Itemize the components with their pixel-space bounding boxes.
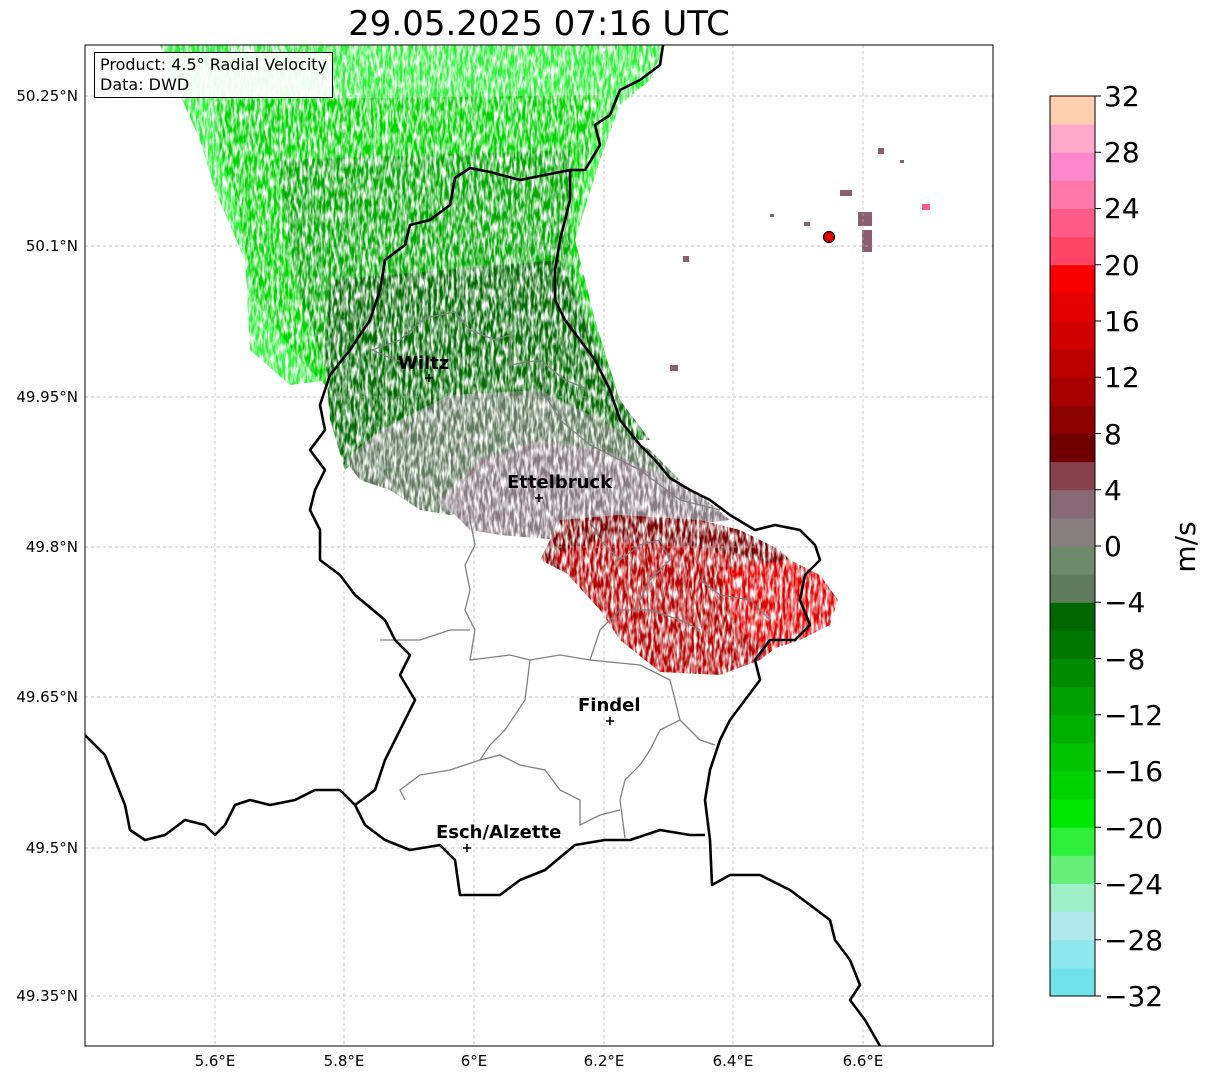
colorbar-tick-label: −24 <box>1104 868 1163 901</box>
colorbar-tick-label: 20 <box>1104 249 1140 282</box>
gridlines <box>85 45 993 1046</box>
lon-tick-labels: 5.6°E 5.8°E 6°E 6.2°E 6.4°E 6.6°E <box>195 1052 884 1070</box>
radar-site-marker <box>822 230 836 244</box>
colorbar-tick-label: 12 <box>1104 361 1140 394</box>
data-source-label: Data: DWD <box>100 75 190 94</box>
lon-tick-label: 5.6°E <box>195 1052 236 1070</box>
city-label-findel: Findel <box>578 695 641 716</box>
colorbar-segment <box>1050 96 1095 125</box>
colorbar-segment <box>1050 546 1095 575</box>
colorbar-segment <box>1050 349 1095 378</box>
city-label-wiltz: Wiltz <box>398 353 449 374</box>
lon-tick-label: 6.6°E <box>843 1052 884 1070</box>
product-info-box: Product: 4.5° Radial Velocity Data: DWD <box>94 52 334 98</box>
colorbar-segment <box>1050 630 1095 659</box>
colorbar-tick-label: −12 <box>1104 699 1163 732</box>
colorbar-segment <box>1050 517 1095 547</box>
colorbar-segment <box>1050 799 1095 828</box>
colorbar <box>1049 95 1101 997</box>
colorbar-segment <box>1050 911 1095 941</box>
lon-tick-label: 5.8°E <box>324 1052 365 1070</box>
colorbar-segment <box>1050 264 1095 294</box>
lat-tick-labels: 50.25°N 50.1°N 49.95°N 49.8°N 49.65°N 49… <box>16 87 78 1005</box>
echo-grey <box>440 440 730 540</box>
colorbar-tick-label: 24 <box>1104 192 1140 225</box>
colorbar-segment <box>1050 939 1095 969</box>
colorbar-segment <box>1050 377 1095 406</box>
colorbar-segment <box>1050 433 1095 463</box>
colorbar-segment <box>1050 714 1095 744</box>
product-label: Product: 4.5° Radial Velocity <box>100 55 328 74</box>
colorbar-segment <box>1050 658 1095 688</box>
colorbar-segment <box>1050 461 1095 491</box>
colorbar-segment <box>1050 152 1095 181</box>
colorbar-tick-label: 28 <box>1104 136 1140 169</box>
colorbar-unit-label: m/s <box>1169 521 1202 572</box>
city-label-ettelbruck: Ettelbruck <box>507 472 613 493</box>
colorbar-segment <box>1050 321 1095 350</box>
colorbar-segment <box>1050 855 1095 884</box>
colorbar-segment <box>1050 180 1095 209</box>
colorbar-segment <box>1050 771 1095 800</box>
lat-tick-label: 49.8°N <box>26 538 78 556</box>
colorbar-tick-label: 16 <box>1104 305 1140 338</box>
colorbar-segment <box>1050 883 1095 913</box>
colorbar-segment <box>1050 292 1095 322</box>
colorbar-tick-label: 32 <box>1104 80 1140 113</box>
colorbar-segment <box>1050 489 1095 519</box>
colorbar-tick-label: −32 <box>1104 980 1163 1013</box>
colorbar-segment <box>1050 827 1095 856</box>
colorbar-segment <box>1050 405 1095 434</box>
lat-tick-label: 49.95°N <box>16 388 78 406</box>
colorbar-segment <box>1050 686 1095 716</box>
colorbar-segment <box>1050 574 1095 603</box>
lon-tick-label: 6.4°E <box>713 1052 754 1070</box>
colorbar-segment <box>1050 124 1095 153</box>
city-label-esch-alzette: Esch/Alzette <box>436 822 561 843</box>
colorbar-segment <box>1050 236 1095 266</box>
lat-tick-label: 49.35°N <box>16 987 78 1005</box>
map-title: 29.05.2025 07:16 UTC <box>348 4 730 44</box>
lon-tick-label: 6.2°E <box>584 1052 625 1070</box>
colorbar-segment <box>1050 208 1095 238</box>
radar-echo <box>160 45 930 675</box>
colorbar-tick-label: −8 <box>1104 643 1145 676</box>
colorbar-ticks: 32 28 24 20 16 12 8 4 0 −4 −8 −12 −16 −2… <box>1104 80 1163 1013</box>
colorbar-segment <box>1050 742 1095 772</box>
clutter <box>670 148 930 371</box>
colorbar-tick-label: 4 <box>1104 474 1122 507</box>
colorbar-segment <box>1050 602 1095 631</box>
lat-tick-label: 50.25°N <box>16 87 78 105</box>
canton-borders <box>371 311 771 839</box>
colorbar-tick-label: −20 <box>1104 812 1163 845</box>
colorbar-tick-label: 8 <box>1104 418 1122 451</box>
country-borders <box>85 45 882 1046</box>
lat-tick-label: 49.5°N <box>26 839 78 857</box>
colorbar-tick-label: −16 <box>1104 755 1163 788</box>
colorbar-tick-label: −28 <box>1104 924 1163 957</box>
plot-frame <box>84 44 994 1047</box>
colorbar-tick-label: −4 <box>1104 586 1145 619</box>
lat-tick-label: 49.65°N <box>16 688 78 706</box>
colorbar-tick-label: 0 <box>1104 530 1122 563</box>
lat-tick-label: 50.1°N <box>26 237 78 255</box>
colorbar-segment <box>1050 967 1095 997</box>
city-markers <box>425 374 614 852</box>
lon-tick-label: 6°E <box>461 1052 488 1070</box>
